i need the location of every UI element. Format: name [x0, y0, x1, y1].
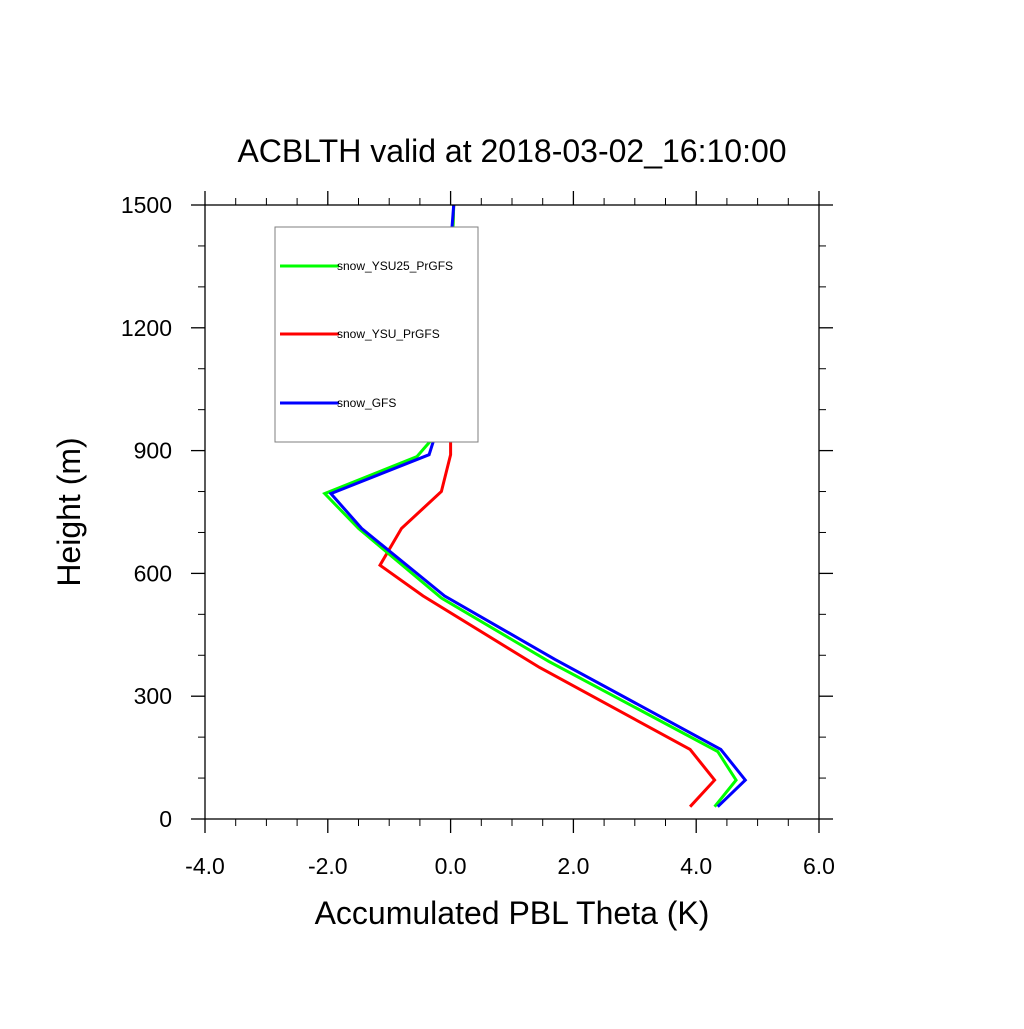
x-tick-label: -4.0: [185, 853, 225, 879]
x-tick-label: 4.0: [680, 853, 712, 879]
plot-frame: [204, 204, 820, 820]
legend: snow_YSU25_PrGFS snow_YSU_PrGFS snow_GFS: [274, 226, 479, 443]
y-axis-label: Height (m): [51, 437, 87, 586]
x-tick-label: 0.0: [435, 853, 467, 879]
legend-label: snow_YSU25_PrGFS: [337, 259, 453, 273]
y-tick-label: 0: [159, 806, 172, 832]
y-tick-label: 600: [134, 560, 172, 586]
legend-label: snow_GFS: [337, 396, 396, 410]
y-tick-label: 300: [134, 683, 172, 709]
y-tick-label: 900: [134, 438, 172, 464]
chart-title: ACBLTH valid at 2018-03-02_16:10:00: [237, 133, 786, 169]
x-axis-label: Accumulated PBL Theta (K): [315, 895, 710, 931]
legend-label: snow_YSU_PrGFS: [337, 327, 440, 341]
x-tick-label: 2.0: [557, 853, 589, 879]
y-tick-label: 1500: [121, 192, 172, 218]
x-tick-label: 6.0: [803, 853, 835, 879]
y-tick-label: 1200: [121, 315, 172, 341]
x-tick-label: -2.0: [308, 853, 348, 879]
axes-layer: -4.0 -2.0 0.0 2.0 4.0 6.0 0 300 600 900 1200 1500: [121, 191, 835, 879]
